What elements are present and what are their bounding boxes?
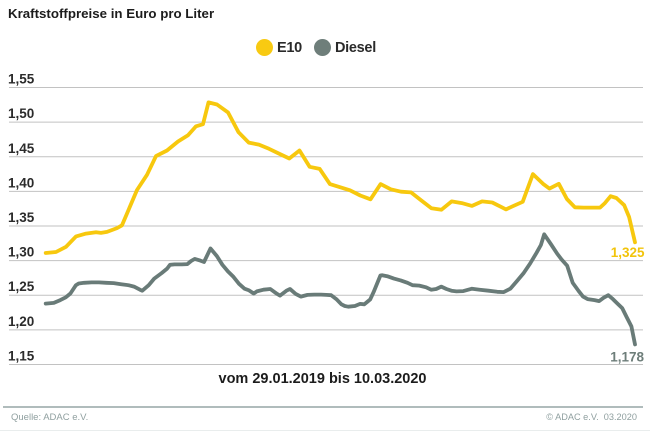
- svg-text:1,178: 1,178: [610, 350, 644, 365]
- svg-text:1,35: 1,35: [8, 210, 35, 225]
- svg-text:1,20: 1,20: [8, 314, 34, 329]
- svg-text:1,55: 1,55: [8, 72, 35, 87]
- svg-text:1,30: 1,30: [8, 245, 34, 260]
- svg-text:1,45: 1,45: [8, 141, 35, 156]
- svg-text:1,50: 1,50: [8, 106, 34, 121]
- svg-text:1,325: 1,325: [611, 245, 645, 260]
- svg-text:1,40: 1,40: [8, 175, 34, 190]
- svg-text:1,25: 1,25: [8, 279, 35, 294]
- svg-text:1,15: 1,15: [8, 349, 35, 364]
